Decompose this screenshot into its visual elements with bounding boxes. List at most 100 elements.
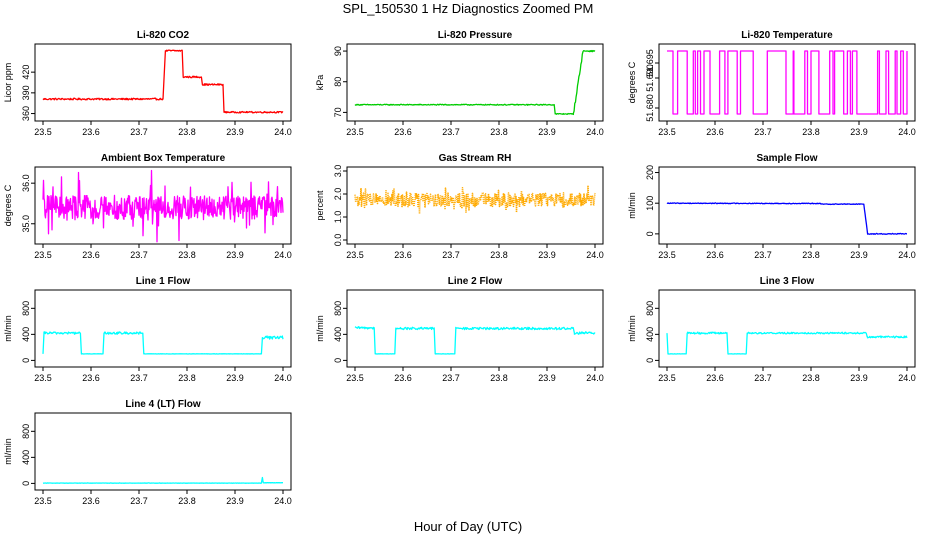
panel-0-ytick-label-2: 420 xyxy=(21,65,31,80)
panel-2-ytick-label-2: 51.695 xyxy=(645,49,655,77)
panel-7-xtick-label-1: 23.6 xyxy=(394,373,412,383)
panel-4-xtick-label-3: 23.8 xyxy=(490,250,508,260)
panel-8-xtick-label-1: 23.6 xyxy=(706,373,724,383)
panel-1-ytick-label-0: 70 xyxy=(333,107,343,117)
panel-2-xtick-label-3: 23.8 xyxy=(802,127,820,137)
panel-4-ylabel: percent xyxy=(315,190,325,221)
panel-8-frame xyxy=(658,289,916,368)
panel-6-ytick-label-1: 400 xyxy=(21,327,31,342)
panel-4-ytick-label-3: 3.0 xyxy=(333,165,343,178)
panel-8-xtick-label-0: 23.5 xyxy=(658,373,676,383)
panel-7-ylabel: ml/min xyxy=(315,315,325,342)
panel-0-ytick-label-0: 360 xyxy=(21,106,31,121)
panel-1-xtick-label-3: 23.8 xyxy=(490,127,508,137)
panel-5: Sample Flow 23.5 23.6 23.7 23.8 23.9 24.0 0 100 2… xyxy=(627,153,916,260)
figure-title: SPL_150530 1 Hz Diagnostics Zoomed PM xyxy=(343,1,594,16)
panel-1-xtick-label-5: 24.0 xyxy=(586,127,604,137)
panel-4-title: Gas Stream RH xyxy=(439,153,512,164)
panel-6-title: Line 1 Flow xyxy=(136,276,191,287)
panel-0-xtick-label-1: 23.6 xyxy=(82,127,100,137)
panel-7-ytick-label-2: 800 xyxy=(333,301,343,316)
panels: Li-820 CO2 23.5 23.6 23.7 23.8 23.9 24.0 360 390… xyxy=(3,30,916,506)
panel-1-xtick-label-4: 23.9 xyxy=(538,127,556,137)
panel-5-xtick-label-4: 23.9 xyxy=(850,250,868,260)
panel-3-series-0 xyxy=(42,169,284,243)
panel-8-xtick-label-2: 23.7 xyxy=(754,373,772,383)
panel-6-ytick-label-0: 0 xyxy=(21,358,31,363)
panel-9-xtick-label-4: 23.9 xyxy=(226,496,244,506)
panel-8-xtick-label-4: 23.9 xyxy=(850,373,868,383)
panel-4-xtick-label-0: 23.5 xyxy=(346,250,364,260)
panel-1-ytick-label-2: 90 xyxy=(333,46,343,56)
panel-6: Line 1 Flow 23.5 23.6 23.7 23.8 23.9 24.0 0 400 8… xyxy=(3,276,292,383)
panel-6-xtick-label-4: 23.9 xyxy=(226,373,244,383)
panel-1-xtick-label-0: 23.5 xyxy=(346,127,364,137)
panel-7-xtick-label-3: 23.8 xyxy=(490,373,508,383)
panel-9-xtick-label-3: 23.8 xyxy=(178,496,196,506)
panel-7-xtick-label-4: 23.9 xyxy=(538,373,556,383)
panel-5-series-0 xyxy=(666,202,907,235)
panel-9-ytick-label-1: 400 xyxy=(21,450,31,465)
panel-8-ylabel: ml/min xyxy=(627,315,637,342)
panel-7-xtick-label-2: 23.7 xyxy=(442,373,460,383)
panel-0-ylabel: Licor ppm xyxy=(3,63,13,103)
panel-4-xtick-label-5: 24.0 xyxy=(586,250,604,260)
panel-7-series-0 xyxy=(354,326,596,355)
panel-9-ytick-label-0: 0 xyxy=(21,481,31,486)
panel-1-ytick-label-1: 80 xyxy=(333,77,343,87)
panel-6-ylabel: ml/min xyxy=(3,315,13,342)
panel-3: Ambient Box Temperature 23.5 23.6 23.7 23.8 2… xyxy=(3,153,292,260)
panel-4-series-0 xyxy=(354,185,596,215)
panel-4-ytick-label-0: 0.0 xyxy=(333,234,343,247)
panel-7-xtick-label-5: 24.0 xyxy=(586,373,604,383)
panel-0-xtick-label-0: 23.5 xyxy=(34,127,52,137)
panel-9-xtick-label-1: 23.6 xyxy=(82,496,100,506)
panel-2: Li-820 Temperature 23.5 23.6 23.7 23.8 23.9 24… xyxy=(627,30,916,137)
panel-3-ylabel: degrees C xyxy=(3,184,13,226)
panel-4-xtick-label-1: 23.6 xyxy=(394,250,412,260)
panel-6-series-0 xyxy=(42,331,284,355)
panel-2-xtick-label-1: 23.6 xyxy=(706,127,724,137)
panel-5-ylabel: ml/min xyxy=(627,192,637,219)
x-axis-label: Hour of Day (UTC) xyxy=(414,519,522,534)
panel-7-frame xyxy=(346,289,604,368)
panel-5-xtick-label-3: 23.8 xyxy=(802,250,820,260)
panel-2-xtick-label-2: 23.7 xyxy=(754,127,772,137)
panel-0-xtick-label-3: 23.8 xyxy=(178,127,196,137)
panel-6-xtick-label-1: 23.6 xyxy=(82,373,100,383)
panel-8-ytick-label-2: 800 xyxy=(645,301,655,316)
panel-7: Line 2 Flow 23.5 23.6 23.7 23.8 23.9 24.0 0 400 8… xyxy=(315,276,604,383)
panel-8-ytick-label-1: 400 xyxy=(645,327,655,342)
panel-9-ytick-label-2: 800 xyxy=(21,424,31,439)
panel-3-frame xyxy=(34,166,292,245)
panel-1: Li-820 Pressure 23.5 23.6 23.7 23.8 23.9 24.0 7… xyxy=(315,30,604,137)
panel-8: Line 3 Flow 23.5 23.6 23.7 23.8 23.9 24.0 0 400 8… xyxy=(627,276,916,383)
panel-1-xtick-label-1: 23.6 xyxy=(394,127,412,137)
panel-2-frame xyxy=(658,43,916,122)
panel-5-xtick-label-2: 23.7 xyxy=(754,250,772,260)
panel-8-ytick-label-0: 0 xyxy=(645,358,655,363)
panel-0-ytick-label-1: 390 xyxy=(21,85,31,100)
panel-1-ylabel: kPa xyxy=(315,75,325,91)
panel-2-ytick-label-1: 51.690 xyxy=(645,64,655,92)
panel-7-title: Line 2 Flow xyxy=(448,276,503,287)
panel-3-ytick-label-0: 35.0 xyxy=(21,215,31,233)
panel-4-ytick-label-2: 2.0 xyxy=(333,188,343,201)
panel-5-title: Sample Flow xyxy=(756,153,817,164)
panel-1-frame xyxy=(346,43,604,122)
panel-5-ytick-label-0: 0 xyxy=(645,231,655,236)
panel-3-ytick-label-1: 36.0 xyxy=(21,174,31,192)
panel-0-title: Li-820 CO2 xyxy=(137,30,190,41)
panel-2-ytick-label-0: 51.680 xyxy=(645,94,655,122)
panel-0-series-0 xyxy=(42,49,284,114)
panel-2-xtick-label-0: 23.5 xyxy=(658,127,676,137)
panel-7-ytick-label-1: 400 xyxy=(333,327,343,342)
panel-9-xtick-label-0: 23.5 xyxy=(34,496,52,506)
panel-7-ytick-label-0: 0 xyxy=(333,358,343,363)
panel-4-frame xyxy=(346,166,604,245)
panel-5-xtick-label-0: 23.5 xyxy=(658,250,676,260)
panel-1-xtick-label-2: 23.7 xyxy=(442,127,460,137)
panel-6-frame xyxy=(34,289,292,368)
